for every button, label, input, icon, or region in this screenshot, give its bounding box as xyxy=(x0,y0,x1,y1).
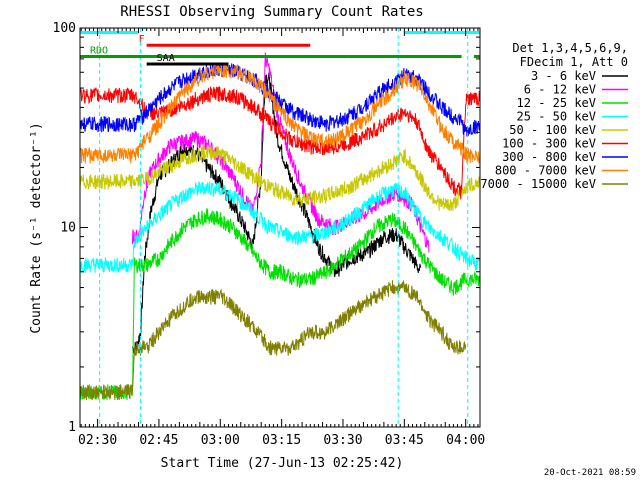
x-tick-label: 04:00 xyxy=(446,433,485,448)
legend-label: 6 - 12 keV xyxy=(524,83,596,97)
series-layer xyxy=(80,28,480,427)
series-line xyxy=(80,62,480,164)
legend: Det 1,3,4,5,6,9, FDecim 1, Att 0 3 - 6 k… xyxy=(480,41,628,191)
x-tick-label: 03:15 xyxy=(262,433,301,448)
legend-label: 12 - 25 keV xyxy=(517,96,596,110)
legend-header-line-1: Det 1,3,4,5,6,9, xyxy=(512,41,628,55)
legend-header-line-2: FDecim 1, Att 0 xyxy=(520,55,628,69)
x-tick-label: 03:45 xyxy=(385,433,424,448)
x-tick-label: 03:00 xyxy=(201,433,240,448)
chart-title: RHESSI Observing Summary Count Rates xyxy=(120,4,423,20)
y-tick-label: 10 xyxy=(60,221,76,236)
series-line xyxy=(80,181,480,274)
footer-date: 20-Oct-2021 08:59 xyxy=(544,468,636,478)
series-line xyxy=(80,279,467,401)
y-axis: 1 10 100 xyxy=(53,21,480,435)
series-line xyxy=(80,208,480,401)
x-tick-label: 02:45 xyxy=(139,433,178,448)
legend-label: 100 - 300 keV xyxy=(502,137,596,151)
flag-label: RDO xyxy=(90,45,108,56)
x-tick-label: 02:30 xyxy=(78,433,117,448)
y-axis-label: Count Rate (s⁻¹ detector⁻¹) xyxy=(29,122,44,333)
y-tick-label: 100 xyxy=(53,21,76,36)
x-axis-label: Start Time (27-Jun-13 02:25:42) xyxy=(161,456,404,471)
legend-label: 300 - 800 keV xyxy=(502,150,596,164)
legend-label: 25 - 50 keV xyxy=(517,110,596,124)
legend-label: 3 - 6 keV xyxy=(531,69,596,83)
flag-label: F xyxy=(139,34,145,45)
x-axis: 02:30 02:45 03:00 03:15 03:30 03:45 04:00 xyxy=(78,28,485,448)
legend-label: 7000 - 15000 keV xyxy=(480,177,596,191)
flag-label: SAA xyxy=(157,53,175,64)
x-tick-label: 03:30 xyxy=(323,433,362,448)
legend-label: 800 - 7000 keV xyxy=(495,164,596,178)
legend-label: 50 - 100 keV xyxy=(509,123,596,137)
y-tick-label: 1 xyxy=(68,420,76,435)
series-line xyxy=(80,144,480,212)
